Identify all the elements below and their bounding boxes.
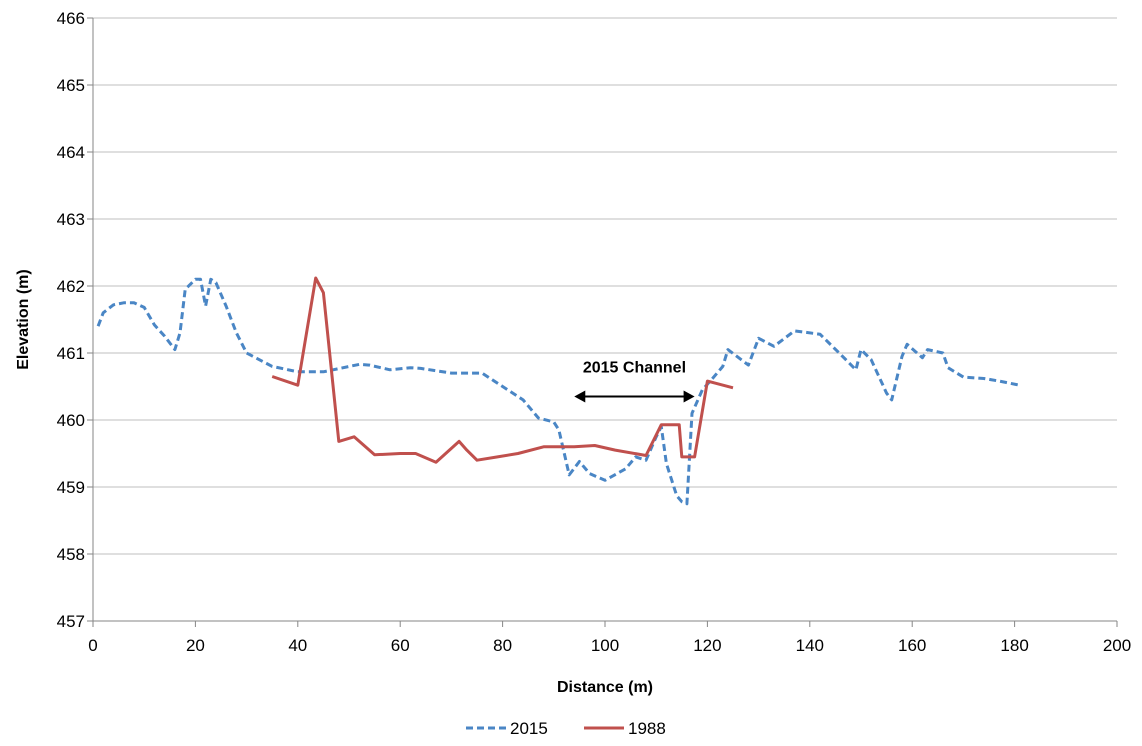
x-tick-label: 60 [391, 636, 410, 655]
annotation-arrow-head-right [683, 390, 695, 403]
x-tick-label: 80 [493, 636, 512, 655]
x-tick-label: 160 [898, 636, 926, 655]
legend: 2015 1988 [466, 719, 666, 738]
x-tick-label: 40 [288, 636, 307, 655]
series-line-1988 [271, 276, 734, 464]
annotation-arrow-head-left [574, 390, 586, 403]
y-axis-title: Elevation (m) [15, 269, 32, 369]
grid-lines [93, 17, 1117, 622]
x-axis-title: Distance (m) [557, 679, 653, 696]
x-tick-label: 20 [186, 636, 205, 655]
x-tick-label: 140 [796, 636, 824, 655]
y-tick-label: 462 [57, 277, 85, 296]
y-tick-label: 466 [57, 9, 85, 28]
y-tick-label: 459 [57, 478, 85, 497]
y-tick-label: 463 [57, 210, 85, 229]
legend-label-2015: 2015 [510, 719, 548, 738]
y-tick-label: 461 [57, 344, 85, 363]
legend-label-1988: 1988 [628, 719, 666, 738]
x-tick-label: 0 [88, 636, 97, 655]
x-tick-label: 100 [591, 636, 619, 655]
y-tick-label: 457 [57, 612, 85, 631]
series-layer [96, 276, 1020, 506]
y-tick-label: 460 [57, 411, 85, 430]
channel-annotation: 2015 Channel [574, 360, 695, 403]
axes: 457 458 459 460 461 462 463 464 465 466 0 20 40 60 80 1… [57, 9, 1132, 655]
x-tick-label: 120 [693, 636, 721, 655]
y-tick-label: 464 [57, 143, 85, 162]
series-line-2015 [96, 277, 1020, 506]
x-tick-label: 180 [1000, 636, 1028, 655]
annotation-label: 2015 Channel [583, 360, 686, 377]
y-tick-label: 458 [57, 545, 85, 564]
x-tick-label: 200 [1103, 636, 1131, 655]
y-tick-label: 465 [57, 76, 85, 95]
